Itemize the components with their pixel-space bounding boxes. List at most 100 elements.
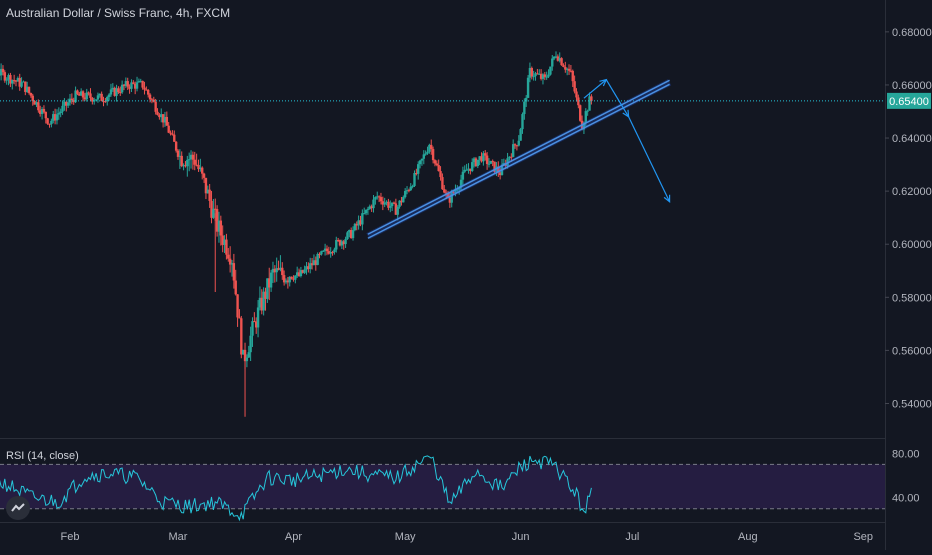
candle-body [462, 172, 464, 180]
candle-body [512, 144, 514, 157]
time-tick-label: Mar [169, 531, 188, 543]
candle-body [166, 117, 168, 126]
candle-body [32, 96, 34, 101]
time-tick-label: Jul [625, 531, 639, 543]
candle-body [383, 203, 385, 205]
candle-body [100, 94, 102, 101]
candle-body [344, 239, 346, 244]
candle-body [28, 87, 30, 93]
candle-body [169, 133, 171, 134]
candle-body [471, 162, 473, 171]
candle-body [87, 92, 89, 93]
candle-body [352, 230, 354, 238]
candle-body [551, 59, 553, 67]
time-tick-label: Apr [285, 531, 302, 543]
candle-body [147, 90, 149, 95]
price-tick-label: 0.60000 [892, 239, 932, 251]
candle-body [212, 209, 214, 218]
candle-body [201, 168, 203, 174]
candle-body [233, 263, 235, 280]
time-tick-label: Sep [853, 531, 873, 543]
candle-body [417, 164, 419, 174]
candle-body [572, 71, 574, 81]
candle-body [549, 67, 551, 75]
candle-body [477, 160, 479, 166]
candle-body [523, 102, 525, 114]
candle-body [423, 154, 425, 158]
candle-body [248, 352, 250, 357]
candle-body [514, 144, 516, 145]
candle-body [156, 112, 158, 115]
candle-body [246, 358, 248, 362]
candle-body [236, 294, 238, 317]
candle-body [573, 81, 575, 91]
candle-body [419, 161, 421, 165]
candle-body [322, 251, 324, 252]
candle-body [86, 92, 88, 99]
candle-body [434, 160, 436, 163]
candle-body [518, 141, 520, 146]
candle-body [97, 95, 99, 99]
candle-body [521, 114, 523, 129]
time-tick-label: May [395, 531, 416, 543]
candle-body [227, 255, 229, 259]
candle-body [238, 317, 240, 318]
candle-body [411, 186, 413, 187]
tradingview-logo-icon[interactable] [6, 496, 30, 520]
candle-body [76, 90, 78, 93]
time-tick-label: Feb [61, 531, 80, 543]
candle-body [430, 145, 432, 149]
time-tick-label: Aug [738, 531, 758, 543]
candle-body [186, 160, 188, 166]
candle-body [437, 165, 439, 171]
candle-body [132, 82, 134, 83]
candle-body [149, 95, 151, 100]
candle-body [486, 156, 488, 164]
candle-body [333, 250, 335, 253]
candle-body [175, 142, 177, 151]
candle-body [136, 82, 138, 88]
candle-body [316, 254, 318, 265]
candle-body [46, 118, 48, 124]
candle-body [335, 240, 337, 249]
candle-body [547, 75, 549, 77]
candle-body [251, 321, 253, 336]
candle-body [2, 69, 4, 72]
candle-body [141, 81, 143, 88]
candle-body [108, 95, 110, 97]
candle-body [527, 78, 529, 98]
candle-body [441, 177, 443, 189]
candle-body [380, 197, 382, 201]
candle-body [402, 197, 404, 202]
candle-body [50, 121, 52, 124]
candle-body [408, 190, 410, 191]
rsi-tick-label: 40.00 [892, 493, 920, 505]
candle-body [56, 115, 58, 121]
candle-body [249, 336, 251, 352]
price-tick-label: 0.58000 [892, 292, 932, 304]
candle-body [363, 213, 365, 214]
last-price-label: 0.65400 [889, 96, 929, 108]
candle-body [110, 89, 112, 94]
candle-body [71, 99, 73, 100]
candle-body [95, 99, 97, 100]
candle-body [421, 159, 423, 161]
candle-body [43, 109, 45, 112]
candle-body [560, 58, 562, 65]
candle-body [117, 88, 119, 92]
candle-body [413, 173, 415, 186]
price-tick-label: 0.62000 [892, 186, 932, 198]
price-tick-label: 0.64000 [892, 133, 932, 145]
candle-body [519, 129, 521, 141]
candle-body [294, 276, 296, 280]
candle-body [208, 190, 210, 201]
candle-body [465, 170, 467, 171]
candle-body [171, 134, 173, 135]
candle-body [397, 207, 399, 215]
candle-body [410, 187, 412, 190]
candle-body [531, 68, 533, 76]
candle-body [192, 155, 194, 160]
candle-body [58, 113, 60, 114]
candle-body [143, 88, 145, 90]
